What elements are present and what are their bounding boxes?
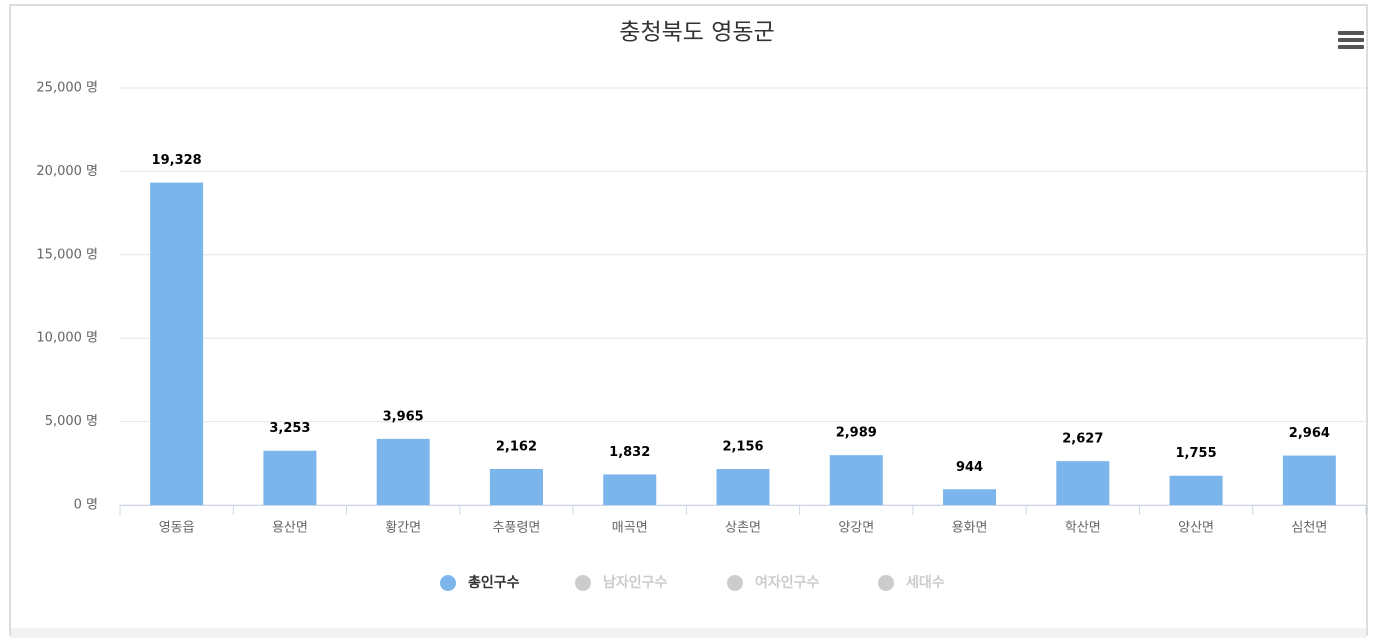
bar [1056,461,1110,505]
legend-label[interactable]: 여자인구수 [755,574,820,591]
chart-title: 충청북도 영동군 [619,20,774,46]
bar [376,438,430,505]
bar [263,450,317,505]
legend-marker[interactable] [575,575,591,591]
bar [716,469,770,505]
x-tick-label: 용화면 [952,521,988,536]
x-tick-label: 상촌면 [725,521,761,536]
data-label: 2,162 [496,439,537,454]
bar [1282,455,1336,505]
legend-label[interactable]: 총인구수 [468,574,520,591]
y-tick-label: 15,000 명 [36,247,98,262]
menu-button[interactable] [1338,31,1364,49]
bar [943,489,997,505]
bar [1169,475,1223,505]
frame [9,4,1368,636]
legend-label[interactable]: 남자인구수 [603,574,668,591]
x-tick-label: 매곡면 [612,521,648,536]
y-tick-label: 0 명 [74,498,98,513]
x-tick-label: 양강면 [838,521,874,536]
y-tick-label: 5,000 명 [45,414,98,429]
x-tick-label: 용산면 [272,521,308,536]
legend-marker[interactable] [440,575,456,591]
bar [489,468,543,505]
data-label: 3,965 [383,409,424,424]
legend-label[interactable]: 세대수 [906,575,945,591]
data-label: 2,964 [1289,426,1330,441]
x-tick-label: 황간면 [385,521,421,536]
data-label: 944 [956,460,983,475]
bar [150,182,204,506]
x-tick-label: 추풍령면 [493,521,541,536]
bar [603,474,657,505]
x-tick-label: 영동읍 [159,521,195,536]
y-tick-label: 20,000 명 [36,164,98,179]
data-label: 2,989 [836,426,877,441]
y-tick-label: 25,000 명 [36,81,98,96]
menu-bar [1338,31,1364,35]
data-label: 3,253 [269,421,310,436]
data-label: 1,832 [609,445,650,460]
x-tick-label: 학산면 [1065,521,1101,536]
footer-strip [11,628,1366,638]
y-tick-label: 10,000 명 [36,331,98,346]
data-label: 2,627 [1062,432,1103,447]
data-label: 1,755 [1176,446,1217,461]
menu-bar [1338,38,1364,42]
legend-marker[interactable] [878,575,894,591]
bar [829,455,883,505]
data-label: 19,328 [152,153,202,168]
menu-bar [1338,45,1364,49]
data-label: 2,156 [722,440,763,455]
x-tick-label: 심천면 [1291,521,1327,536]
legend-marker[interactable] [727,575,743,591]
x-tick-label: 양산면 [1178,521,1214,536]
